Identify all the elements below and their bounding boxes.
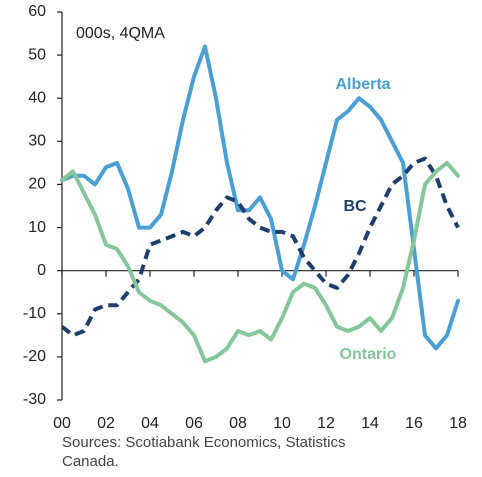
source: Canada. [62, 453, 119, 470]
x-tick-label: 10 [273, 415, 291, 432]
annotation: 000s, 4QMA [76, 25, 165, 42]
y-tick-label: 0 [37, 262, 46, 279]
y-tick-label: 20 [28, 176, 46, 193]
y-tick-label: -20 [23, 348, 46, 365]
series-label: BC [343, 198, 367, 215]
x-tick-label: 06 [185, 415, 203, 432]
x-tick-label: 00 [53, 415, 71, 432]
x-tick-label: 02 [97, 415, 115, 432]
x-tick-label: 12 [317, 415, 335, 432]
y-tick-label: 40 [28, 89, 46, 106]
series-label: Ontario [340, 346, 397, 363]
y-tick-label: -30 [23, 391, 46, 408]
y-tick-label: 50 [28, 46, 46, 63]
y-tick-label: 60 [28, 3, 46, 20]
x-tick-label: 08 [229, 415, 247, 432]
series-label: Alberta [335, 76, 390, 93]
y-tick-label: -10 [23, 305, 46, 322]
x-tick-label: 18 [449, 415, 467, 432]
x-tick-label: 16 [405, 415, 423, 432]
x-tick-label: 14 [361, 415, 379, 432]
x-tick-label: 04 [141, 415, 159, 432]
y-tick-label: 10 [28, 219, 46, 236]
series-line [60, 44, 460, 351]
source: Sources: Scotiabank Economics, Statistic… [62, 434, 345, 451]
y-tick-label: 30 [28, 133, 46, 150]
series-line [60, 160, 460, 364]
series-line [60, 156, 460, 338]
